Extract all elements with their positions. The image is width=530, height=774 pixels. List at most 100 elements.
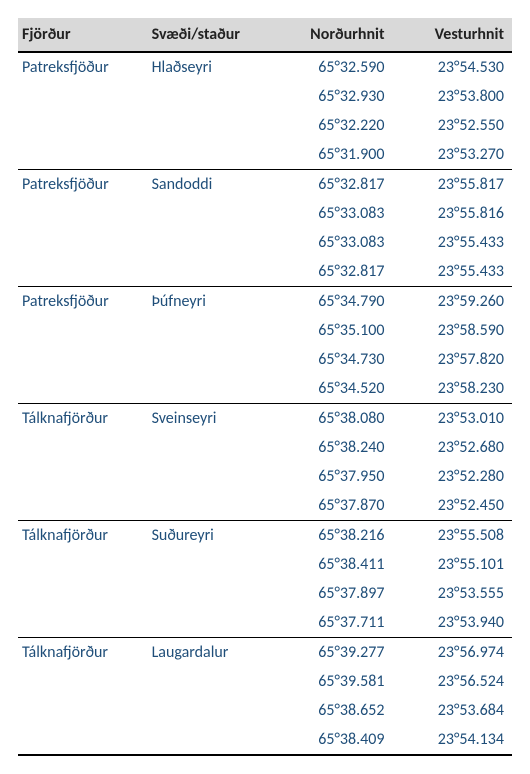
cell-nordurhnit: 65°39.277 — [273, 638, 392, 668]
coordinate-table: Fjörður Svæði/staður Norðurhnit Vesturhn… — [18, 18, 512, 756]
cell-fjordur — [18, 111, 148, 140]
cell-fjordur — [18, 374, 148, 404]
cell-nordurhnit: 65°38.409 — [273, 725, 392, 755]
cell-nordurhnit: 65°32.817 — [273, 257, 392, 287]
table-row: 65°37.87023°52.450 — [18, 491, 512, 521]
cell-vesturhnit: 23°52.280 — [393, 462, 512, 491]
cell-nordurhnit: 65°37.870 — [273, 491, 392, 521]
cell-fjordur: Tálknafjörður — [18, 404, 148, 434]
cell-vesturhnit: 23°53.555 — [393, 579, 512, 608]
table-head: Fjörður Svæði/staður Norðurhnit Vesturhn… — [18, 18, 512, 52]
cell-svaedi: Laugardalur — [148, 638, 274, 668]
cell-nordurhnit: 65°33.083 — [273, 199, 392, 228]
cell-svaedi — [148, 608, 274, 638]
cell-vesturhnit: 23°52.450 — [393, 491, 512, 521]
cell-svaedi — [148, 345, 274, 374]
cell-nordurhnit: 65°38.652 — [273, 696, 392, 725]
cell-fjordur — [18, 579, 148, 608]
cell-vesturhnit: 23°53.270 — [393, 140, 512, 170]
cell-svaedi — [148, 199, 274, 228]
table-row: 65°34.52023°58.230 — [18, 374, 512, 404]
cell-svaedi: Þúfneyri — [148, 287, 274, 317]
cell-nordurhnit: 65°32.817 — [273, 170, 392, 200]
cell-fjordur: Patreksfjöður — [18, 287, 148, 317]
table-row: 65°32.81723°55.433 — [18, 257, 512, 287]
table-row: TálknafjörðurSuðureyri65°38.21623°55.508 — [18, 521, 512, 551]
cell-vesturhnit: 23°53.010 — [393, 404, 512, 434]
cell-vesturhnit: 23°59.260 — [393, 287, 512, 317]
cell-vesturhnit: 23°53.684 — [393, 696, 512, 725]
col-fjordur: Fjörður — [18, 18, 148, 52]
table-row: 65°33.08323°55.816 — [18, 199, 512, 228]
cell-fjordur — [18, 228, 148, 257]
cell-vesturhnit: 23°53.940 — [393, 608, 512, 638]
page: Fjörður Svæði/staður Norðurhnit Vesturhn… — [0, 0, 530, 774]
cell-svaedi — [148, 140, 274, 170]
cell-vesturhnit: 23°55.101 — [393, 550, 512, 579]
cell-fjordur — [18, 433, 148, 462]
cell-vesturhnit: 23°52.550 — [393, 111, 512, 140]
cell-svaedi — [148, 725, 274, 755]
cell-fjordur: Patreksfjöður — [18, 52, 148, 82]
table-row: 65°32.93023°53.800 — [18, 82, 512, 111]
table-row: 65°37.71123°53.940 — [18, 608, 512, 638]
cell-nordurhnit: 65°37.711 — [273, 608, 392, 638]
cell-svaedi — [148, 111, 274, 140]
cell-nordurhnit: 65°38.080 — [273, 404, 392, 434]
cell-nordurhnit: 65°37.950 — [273, 462, 392, 491]
cell-nordurhnit: 65°33.083 — [273, 228, 392, 257]
cell-vesturhnit: 23°58.590 — [393, 316, 512, 345]
cell-nordurhnit: 65°31.900 — [273, 140, 392, 170]
cell-fjordur — [18, 491, 148, 521]
header-row: Fjörður Svæði/staður Norðurhnit Vesturhn… — [18, 18, 512, 52]
table-row: 65°37.89723°53.555 — [18, 579, 512, 608]
cell-fjordur — [18, 667, 148, 696]
col-svaedi: Svæði/staður — [148, 18, 274, 52]
cell-svaedi: Suðureyri — [148, 521, 274, 551]
table-body: PatreksfjöðurHlaðseyri65°32.59023°54.530… — [18, 52, 512, 755]
cell-vesturhnit: 23°55.433 — [393, 228, 512, 257]
cell-fjordur — [18, 345, 148, 374]
cell-svaedi — [148, 667, 274, 696]
cell-fjordur — [18, 316, 148, 345]
cell-nordurhnit: 65°38.411 — [273, 550, 392, 579]
col-vesturhnit: Vesturhnit — [393, 18, 512, 52]
cell-vesturhnit: 23°52.680 — [393, 433, 512, 462]
cell-svaedi — [148, 374, 274, 404]
cell-vesturhnit: 23°55.433 — [393, 257, 512, 287]
cell-nordurhnit: 65°32.930 — [273, 82, 392, 111]
table-row: 65°34.73023°57.820 — [18, 345, 512, 374]
cell-nordurhnit: 65°34.730 — [273, 345, 392, 374]
table-row: 65°35.10023°58.590 — [18, 316, 512, 345]
cell-fjordur — [18, 608, 148, 638]
cell-nordurhnit: 65°34.520 — [273, 374, 392, 404]
table-row: 65°39.58123°56.524 — [18, 667, 512, 696]
cell-nordurhnit: 65°34.790 — [273, 287, 392, 317]
cell-svaedi: Sveinseyri — [148, 404, 274, 434]
cell-nordurhnit: 65°38.216 — [273, 521, 392, 551]
cell-svaedi — [148, 696, 274, 725]
cell-fjordur — [18, 696, 148, 725]
cell-nordurhnit: 65°39.581 — [273, 667, 392, 696]
table-row: TálknafjörðurLaugardalur65°39.27723°56.9… — [18, 638, 512, 668]
cell-fjordur — [18, 725, 148, 755]
cell-nordurhnit: 65°32.590 — [273, 52, 392, 82]
cell-fjordur — [18, 462, 148, 491]
col-nordurhnit: Norðurhnit — [273, 18, 392, 52]
cell-svaedi — [148, 433, 274, 462]
cell-vesturhnit: 23°55.817 — [393, 170, 512, 200]
cell-vesturhnit: 23°55.816 — [393, 199, 512, 228]
table-row: 65°37.95023°52.280 — [18, 462, 512, 491]
cell-vesturhnit: 23°54.134 — [393, 725, 512, 755]
table-row: 65°32.22023°52.550 — [18, 111, 512, 140]
cell-vesturhnit: 23°58.230 — [393, 374, 512, 404]
table-row: 65°33.08323°55.433 — [18, 228, 512, 257]
table-row: PatreksfjöðurSandoddi65°32.81723°55.817 — [18, 170, 512, 200]
cell-svaedi: Sandoddi — [148, 170, 274, 200]
cell-svaedi: Hlaðseyri — [148, 52, 274, 82]
cell-vesturhnit: 23°57.820 — [393, 345, 512, 374]
cell-vesturhnit: 23°54.530 — [393, 52, 512, 82]
cell-fjordur — [18, 257, 148, 287]
cell-svaedi — [148, 228, 274, 257]
cell-svaedi — [148, 82, 274, 111]
